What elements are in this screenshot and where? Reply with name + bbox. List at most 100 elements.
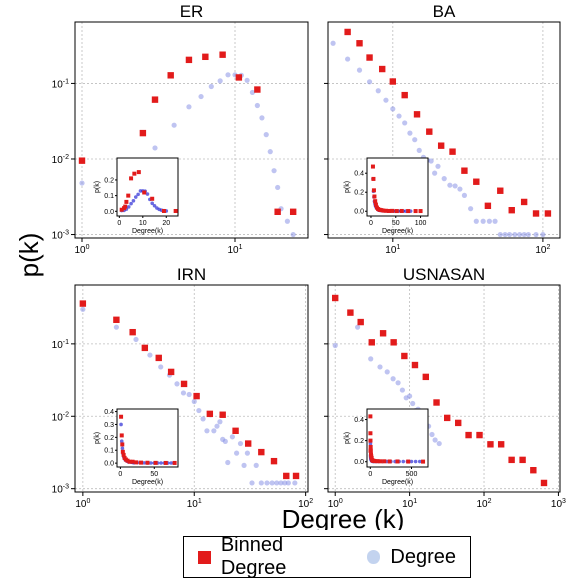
plot-frame [327,284,561,493]
binned-point [356,40,363,47]
binned-point [449,148,456,155]
inset-degree-point [169,461,174,465]
inset-binned-point [387,459,392,464]
degree-point [186,104,192,110]
degree-point [204,428,210,434]
degree-point [517,231,523,238]
inset-degree-point [401,459,406,464]
degree-point [275,184,281,191]
degree-point [533,231,539,238]
inset-binned-point [119,207,124,212]
inset-degree-point [133,195,138,199]
degree-point [486,218,492,224]
inset-binned-point [127,459,132,464]
binned-point [113,316,120,323]
inset-y-tick-label: 0.2 [104,177,114,184]
inset-x-tick-label: 0 [368,471,372,478]
inset-binned-point [123,204,128,209]
inset-x-label: Degree(k) [132,228,163,235]
y-tick-label: 10-2 [52,154,69,166]
inset-frame [366,408,429,468]
degree-point [468,206,474,212]
degree-point [133,336,139,343]
inset-binned-point [373,202,378,207]
degree-point [441,176,447,182]
inset-degree-point [136,192,140,197]
degree-point [435,163,441,169]
degree-point [512,231,518,238]
inset-degree-point [368,442,373,446]
degree-point [473,218,479,224]
inset-y-label: p(k) [344,432,351,444]
degree-point [241,462,247,468]
binned-point [444,414,451,422]
binned-point [401,91,408,99]
inset-y-tick-label: 0.4 [354,171,364,178]
inset-er: 0 10 20 0.0 0.1 0.2 Degree(k) p(k) [94,157,179,235]
inset-binned-point [394,209,399,214]
binned-point [497,187,504,194]
inset-binned-point [368,438,373,443]
degree-point [480,218,486,224]
inset-binned-point [153,460,158,465]
degree-point [432,437,438,443]
degree-point [278,480,284,486]
degree-point [186,391,192,398]
degree-point [217,419,223,425]
degree-point [253,462,259,468]
x-tick-label: 100 [74,244,89,256]
binned-point [532,210,540,217]
binned-point [379,330,387,337]
binned-point [530,467,537,474]
inset-degree-point [120,446,125,451]
degree-point [171,122,177,128]
inset-binned-point [378,459,383,464]
binned-point [487,441,494,448]
degree-point [284,218,290,224]
degree-point [377,364,383,370]
inset-binned-point [371,176,376,181]
degree-point [225,72,231,78]
inset-binned-point [406,209,411,214]
inset-y-label: p(k) [94,181,101,193]
inset-binned-point [161,208,166,213]
degree-point [355,324,361,330]
degree-point [436,440,442,447]
degree-point [540,231,546,238]
inset-binned-point [125,458,130,463]
inset-binned-point [399,208,404,213]
legend-binned-marker [198,550,211,564]
binned-point [508,206,515,214]
inset-x-label: Degree(k) [132,479,163,486]
inset-y-label: p(k) [94,432,101,444]
inset-degree-point [159,461,163,465]
subplot-title: BA [433,2,456,21]
binned-point [540,479,548,487]
degree-point [502,231,508,238]
inset-degree-point [149,461,153,465]
plot-frame [74,284,309,493]
x-tick-label: 101 [227,244,242,256]
inset-binned-point [119,433,124,438]
binned-point [508,456,515,464]
degree-point [375,88,381,94]
inset-y-tick-label: 0.0 [354,209,364,216]
degree-point [492,218,498,224]
x-tick-label: 102 [477,498,492,510]
degree-point [180,390,187,396]
binned-point [129,328,136,336]
binned-point [344,28,351,36]
inset-binned-point [124,199,129,204]
inset-binned-point [130,459,135,464]
binned-point [476,431,483,439]
degree-point [383,97,389,103]
degree-point [229,434,235,440]
degree-point [80,306,86,312]
degree-point [399,387,406,393]
subplot-er: 100 101 10-3 10-2 10-1 ER 0 10 20 0.0 0.1 0.2 Degree… [52,2,309,256]
binned-point [422,373,429,381]
binned-point [497,441,505,448]
degree-point [259,115,265,121]
degree-point [390,376,396,382]
inset-binned-point [413,209,418,214]
